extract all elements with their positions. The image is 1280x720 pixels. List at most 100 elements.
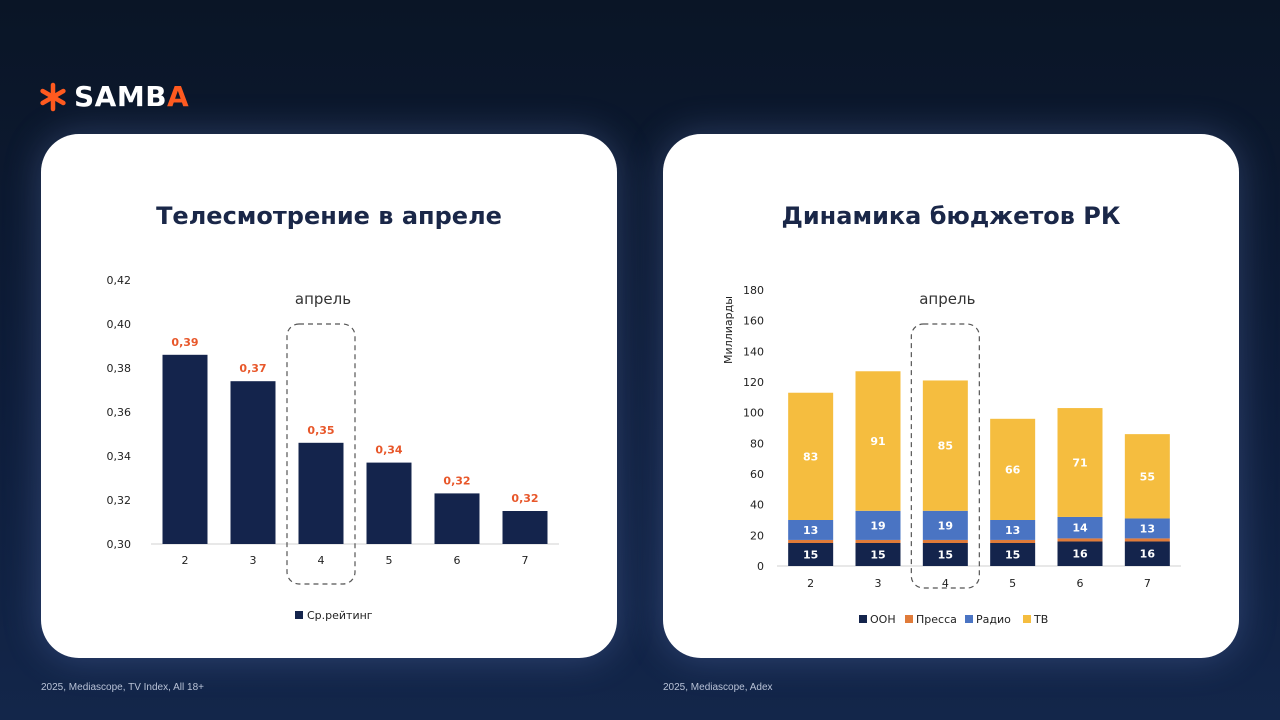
y-tick-label: 0,34 — [107, 450, 132, 463]
x-tick-label: 7 — [1144, 577, 1151, 590]
data-label: 91 — [870, 435, 885, 448]
y-tick-label: 140 — [743, 345, 764, 358]
data-label: 16 — [1072, 548, 1088, 561]
x-tick-label: 7 — [522, 554, 529, 567]
legend-label: Радио — [976, 613, 1011, 626]
x-tick-label: 6 — [1077, 577, 1084, 590]
data-label: 0,35 — [307, 424, 334, 437]
data-label: 0,39 — [171, 336, 198, 349]
stack-segment — [922, 510, 968, 540]
stack-segment — [990, 543, 1036, 566]
x-tick-label: 3 — [250, 554, 257, 567]
bar — [162, 354, 208, 544]
stack-segment — [1124, 538, 1170, 542]
y-tick-label: 60 — [750, 468, 764, 481]
legend-swatch — [965, 615, 973, 623]
april-highlight-box — [910, 323, 980, 589]
stack-segment — [855, 371, 901, 511]
data-label: 13 — [1005, 524, 1020, 537]
data-label: 0,32 — [511, 492, 538, 505]
source-footnote-right: 2025, Mediascope, Adex — [663, 682, 773, 693]
x-tick-label: 4 — [318, 554, 325, 567]
stack-segment — [788, 392, 834, 520]
x-tick-label: 2 — [807, 577, 814, 590]
data-label: 15 — [870, 549, 885, 562]
stack-segment — [922, 380, 968, 511]
legend-label: ТВ — [1033, 613, 1048, 626]
x-tick-label: 4 — [942, 577, 949, 590]
budget-title: Динамика бюджетов РК — [781, 202, 1121, 230]
y-tick-label: 20 — [750, 529, 764, 542]
tv-viewing-title: Телесмотрение в апреле — [156, 202, 502, 230]
april-highlight-box — [286, 323, 356, 585]
x-tick-label: 6 — [454, 554, 461, 567]
stack-segment — [1057, 541, 1103, 566]
legend-label: Ср.рейтинг — [307, 609, 373, 622]
legend-label: Пресса — [916, 613, 957, 626]
stack-segment — [990, 539, 1036, 543]
legend-swatch — [295, 611, 303, 619]
y-tick-label: 0,42 — [107, 274, 132, 287]
legend-swatch — [859, 615, 867, 623]
bar — [502, 511, 548, 544]
stack-segment — [788, 539, 834, 543]
y-tick-label: 100 — [743, 407, 764, 420]
stack-segment — [855, 543, 901, 566]
budget-card: Динамика бюджетов РК 0 20 40 60 80 100 120 140 1… — [663, 134, 1239, 658]
data-label: 16 — [1140, 548, 1156, 561]
data-label: 0,37 — [239, 362, 266, 375]
y-tick-label: 0,36 — [107, 406, 132, 419]
tv-viewing-card: Телесмотрение в апреле 0,30 0,32 0,34 0,36 0… — [41, 134, 617, 658]
y-tick-label: 160 — [743, 315, 764, 328]
stack-segment — [1124, 434, 1170, 519]
data-label: 83 — [803, 450, 818, 463]
logo-wordmark: SAMBA — [74, 80, 190, 113]
stack-segment — [855, 510, 901, 540]
bar — [298, 442, 344, 544]
stack-segment — [922, 539, 968, 543]
legend-label: ООН — [870, 613, 896, 626]
bar — [434, 493, 480, 544]
y-tick-label: 0,40 — [107, 318, 132, 331]
stack-segment — [855, 539, 901, 543]
stack-segment — [788, 543, 834, 566]
april-callout-label: апрель — [919, 290, 975, 308]
data-label: 15 — [938, 549, 953, 562]
x-tick-label: 3 — [875, 577, 882, 590]
bar — [230, 381, 276, 544]
stack-segment — [1124, 541, 1170, 566]
asterisk-logo-icon — [40, 82, 66, 111]
samba-logo: SAMBA — [38, 80, 189, 113]
stack-segment — [1057, 538, 1103, 542]
stack-segment — [1057, 408, 1103, 517]
data-label: 13 — [1140, 522, 1155, 535]
stack-segment — [990, 520, 1036, 540]
data-label: 0,34 — [375, 444, 402, 457]
y-tick-label: 0,38 — [107, 362, 132, 375]
legend-swatch — [905, 615, 913, 623]
stack-segment — [990, 418, 1036, 520]
april-callout-label: апрель — [295, 290, 351, 308]
y-tick-label: 120 — [743, 376, 764, 389]
data-label: 71 — [1072, 457, 1087, 470]
y-tick-label: 180 — [743, 284, 764, 297]
data-label: 14 — [1072, 522, 1088, 535]
data-label: 0,32 — [443, 474, 470, 487]
x-tick-label: 2 — [182, 554, 189, 567]
y-tick-label: 0,30 — [107, 538, 132, 551]
data-label: 13 — [803, 524, 818, 537]
legend-swatch — [1023, 615, 1031, 623]
data-label: 15 — [1005, 549, 1020, 562]
x-tick-label: 5 — [386, 554, 393, 567]
y-tick-label: 80 — [750, 437, 764, 450]
source-footnote-left: 2025, Mediascope, TV Index, All 18+ — [41, 682, 204, 693]
budget-chart: 0 20 40 60 80 100 120 140 160 180 Миллиарды 15 13 83 2… — [722, 284, 1181, 626]
data-label: 55 — [1140, 470, 1155, 483]
y-tick-label: 0 — [757, 560, 764, 573]
stack-segment — [788, 520, 834, 540]
stack-segment — [1124, 518, 1170, 539]
data-label: 15 — [803, 549, 818, 562]
stack-segment — [1057, 516, 1103, 539]
y-tick-label: 40 — [750, 499, 764, 512]
bar — [366, 462, 412, 544]
